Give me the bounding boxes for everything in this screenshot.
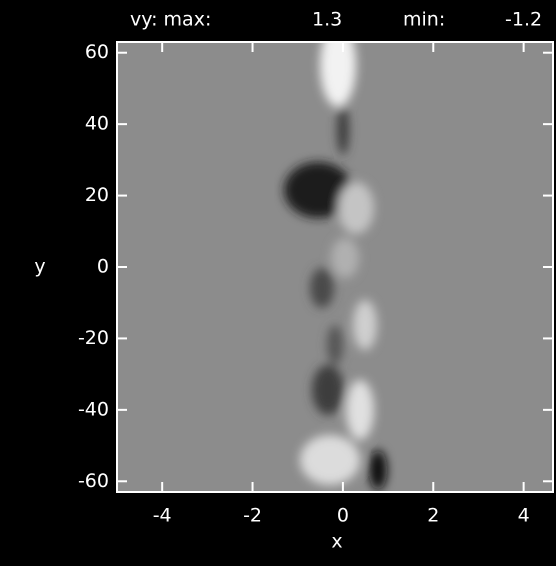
y-tick-label: 60	[85, 41, 109, 63]
y-tick-label: 20	[85, 184, 109, 206]
y-axis-label: y	[34, 256, 45, 278]
min-label: min:	[403, 9, 445, 31]
y-tick-label: 40	[85, 113, 109, 135]
x-tick-label: 4	[518, 505, 530, 527]
y-tick-label: -60	[78, 470, 109, 492]
field-image	[117, 42, 553, 492]
x-tick-label: 0	[337, 505, 349, 527]
y-tick-label: -40	[78, 398, 109, 420]
axes	[117, 42, 553, 492]
y-tick-label: 0	[97, 256, 109, 278]
x-axis-label: x	[331, 531, 342, 553]
min-value: -1.2	[505, 9, 542, 31]
y-tick-label: -20	[78, 327, 109, 349]
x-tick-label: -2	[243, 505, 262, 527]
max-value: 1.3	[312, 9, 342, 31]
x-tick-label: -4	[153, 505, 172, 527]
title-label: vy: max:	[130, 9, 211, 31]
x-tick-label: 2	[427, 505, 439, 527]
